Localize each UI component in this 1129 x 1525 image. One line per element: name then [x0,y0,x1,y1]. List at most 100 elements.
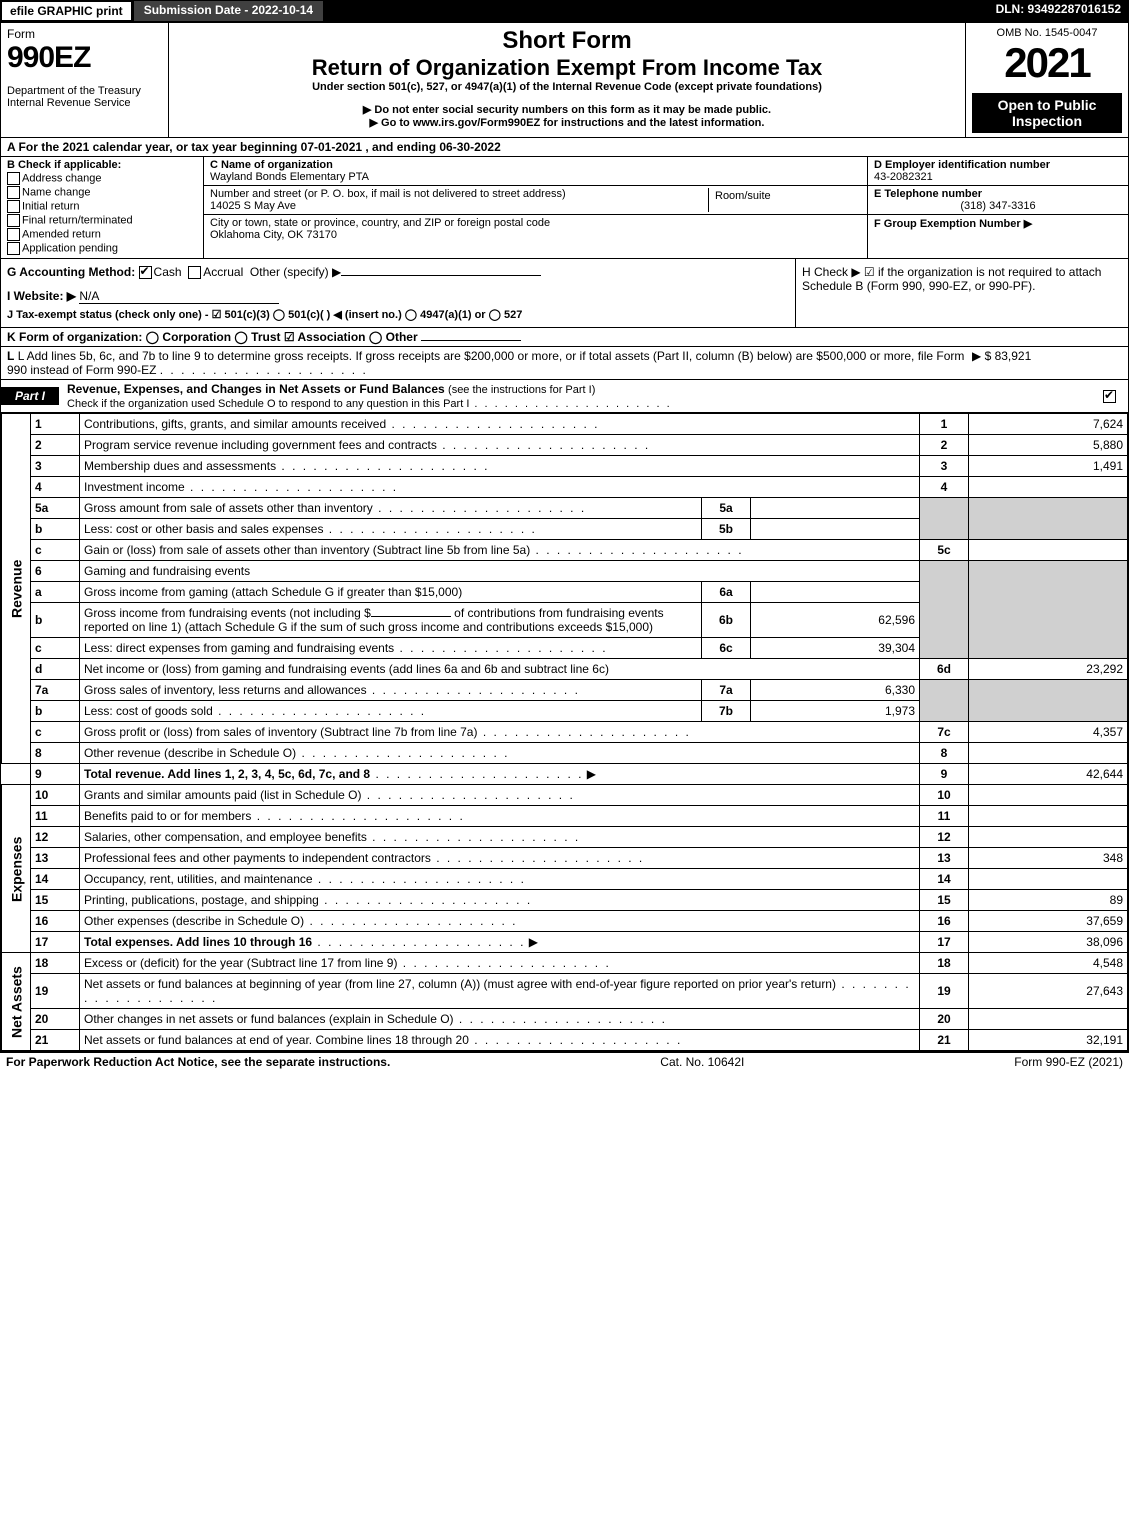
l13-no: 13 [31,848,80,869]
opt-name-change: Name change [22,186,91,198]
l11-no: 11 [31,806,80,827]
opt-initial-return: Initial return [22,200,79,212]
l6a-desc: Gross income from gaming (attach Schedul… [84,585,462,599]
l2-rno: 2 [920,435,969,456]
omb-number: OMB No. 1545-0047 [972,27,1122,39]
l18-rno: 18 [920,953,969,974]
chk-address-change[interactable] [7,172,20,185]
opt-final-return: Final return/terminated [22,214,133,226]
row-k: K Form of organization: ◯ Corporation ◯ … [1,328,1128,347]
l14-no: 14 [31,869,80,890]
l17-val: 38,096 [969,932,1128,953]
e-phone-value: (318) 347-3316 [874,200,1122,212]
g-other-field[interactable] [341,275,541,276]
l6d-val: 23,292 [969,659,1128,680]
l5b-sub: 5b [702,519,751,540]
l13-rno: 13 [920,848,969,869]
l7ab-val-shaded [969,680,1128,722]
l7b-subval: 1,973 [751,701,920,722]
l5b-no: b [31,519,80,540]
l18-no: 18 [31,953,80,974]
l20-desc: Other changes in net assets or fund bala… [84,1012,454,1026]
under-section-text: Under section 501(c), 527, or 4947(a)(1)… [175,81,959,93]
l7b-desc: Less: cost of goods sold [84,704,213,718]
l7b-no: b [31,701,80,722]
room-label: Room/suite [715,190,855,202]
b-label: B Check if applicable: [7,159,121,171]
opt-amended-return: Amended return [22,228,101,240]
l11-desc: Benefits paid to or for members [84,809,251,823]
l6b-sub: 6b [702,603,751,638]
l15-no: 15 [31,890,80,911]
l15-rno: 15 [920,890,969,911]
l6abc-val-shaded [969,561,1128,659]
goto-link[interactable]: ▶ Go to www.irs.gov/Form990EZ for instru… [175,116,959,129]
chk-part1-schedule-o[interactable] [1103,390,1116,403]
l10-desc: Grants and similar amounts paid (list in… [84,788,361,802]
l9-desc: Total revenue. Add lines 1, 2, 3, 4, 5c,… [84,767,370,781]
l5a-no: 5a [31,498,80,519]
col-c-org-info: C Name of organization Wayland Bonds Ele… [204,157,867,258]
l6b-desc-pre: Gross income from fundraising events (no… [84,606,371,620]
l9-no: 9 [31,764,80,785]
l6a-no: a [31,582,80,603]
l5c-no: c [31,540,80,561]
l12-no: 12 [31,827,80,848]
l2-no: 2 [31,435,80,456]
l2-desc: Program service revenue including govern… [84,438,437,452]
k-other-field[interactable] [421,340,521,341]
header-right: OMB No. 1545-0047 2021 Open to Public In… [966,23,1128,137]
opt-application-pending: Application pending [22,242,118,254]
efile-print-button[interactable]: efile GRAPHIC print [1,1,132,21]
l4-rno: 4 [920,477,969,498]
c-name-label: C Name of organization [210,159,861,171]
revenue-side-label: Revenue [2,414,31,764]
l6-desc: Gaming and fundraising events [80,561,920,582]
chk-final-return[interactable] [7,214,20,227]
chk-application-pending[interactable] [7,242,20,255]
l19-desc: Net assets or fund balances at beginning… [84,977,836,991]
l5a-subval [751,498,920,519]
l6d-rno: 6d [920,659,969,680]
l19-val: 27,643 [969,974,1128,1009]
header-center: Short Form Return of Organization Exempt… [169,23,966,137]
part1-subtitle: (see the instructions for Part I) [448,384,595,396]
l4-no: 4 [31,477,80,498]
chk-accrual[interactable] [188,266,201,279]
l8-val [969,743,1128,764]
f-group-label: F Group Exemption Number ▶ [874,218,1032,230]
l6b-blank [371,616,451,617]
expenses-side-label: Expenses [2,785,31,953]
chk-name-change[interactable] [7,186,20,199]
l5c-val [969,540,1128,561]
g-cash: Cash [154,265,182,279]
l-amount: ▶ $ 83,921 [972,349,1122,377]
l7c-rno: 7c [920,722,969,743]
c-street-label: Number and street (or P. O. box, if mail… [210,188,708,200]
col-g: G Accounting Method: Cash Accrual Other … [1,259,795,327]
l5ab-val-shaded [969,498,1128,540]
chk-initial-return[interactable] [7,200,20,213]
opt-address-change: Address change [22,172,102,184]
form-number: 990EZ [7,41,162,75]
l21-val: 32,191 [969,1030,1128,1051]
l19-no: 19 [31,974,80,1009]
l16-no: 16 [31,911,80,932]
form-container: Form 990EZ Department of the Treasury In… [0,22,1129,1052]
l6c-no: c [31,638,80,659]
chk-cash[interactable] [139,266,152,279]
return-title: Return of Organization Exempt From Incom… [175,55,959,81]
part1-checkline: Check if the organization used Schedule … [67,398,672,410]
col-h: H Check ▶ ☑ if the organization is not r… [795,259,1128,327]
l6-no: 6 [31,561,80,582]
l5ab-rno-shaded [920,498,969,540]
l7a-sub: 7a [702,680,751,701]
l3-val: 1,491 [969,456,1128,477]
chk-amended-return[interactable] [7,228,20,241]
l14-rno: 14 [920,869,969,890]
l12-rno: 12 [920,827,969,848]
l5b-subval [751,519,920,540]
l5a-sub: 5a [702,498,751,519]
l10-rno: 10 [920,785,969,806]
l3-no: 3 [31,456,80,477]
